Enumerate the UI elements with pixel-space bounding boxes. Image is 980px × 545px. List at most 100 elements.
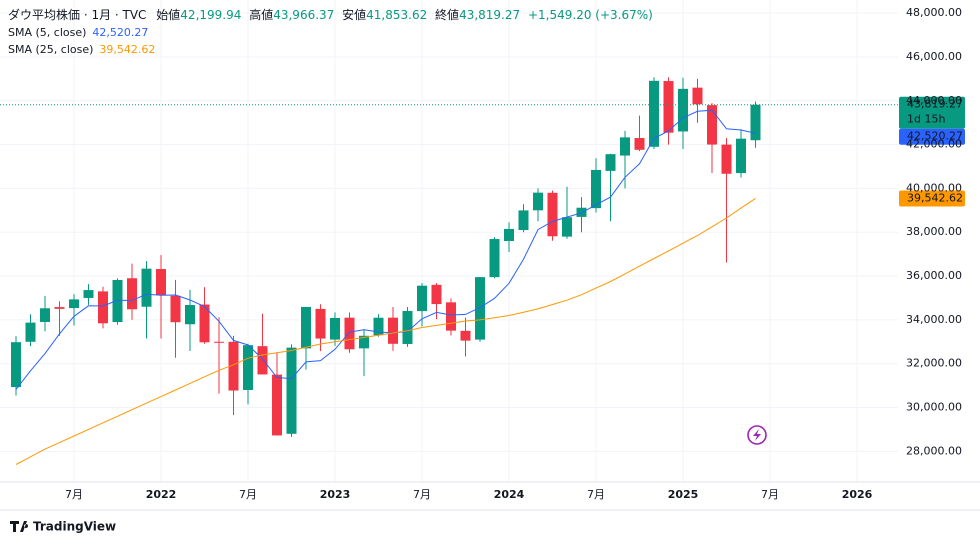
candle-body bbox=[663, 81, 674, 133]
candle-body bbox=[678, 88, 688, 132]
y-tick-label: 46,000.00 bbox=[906, 50, 962, 63]
plot bbox=[0, 77, 898, 465]
candle-body bbox=[98, 291, 108, 324]
candle-body bbox=[170, 295, 181, 323]
ohlc-value: 43,819.27 bbox=[459, 8, 520, 22]
price-tag-text: 42,520.27 bbox=[907, 130, 963, 143]
candle-body bbox=[199, 304, 210, 343]
ohlc-label: 始値 bbox=[156, 7, 180, 22]
ohlc-label: 高値 bbox=[249, 7, 273, 22]
candle-body bbox=[736, 138, 746, 174]
candle-body bbox=[272, 374, 282, 436]
candle-body bbox=[460, 330, 471, 341]
candle-body bbox=[475, 277, 485, 340]
x-tick-label: 7月 bbox=[239, 488, 257, 501]
candle-body bbox=[359, 335, 369, 349]
candle-body bbox=[127, 278, 137, 310]
candle-body bbox=[141, 268, 152, 307]
y-tick-label: 28,000.00 bbox=[906, 444, 962, 457]
candle-body bbox=[721, 144, 732, 174]
candle-body bbox=[649, 80, 659, 147]
candle-body bbox=[750, 104, 761, 141]
candle-body bbox=[330, 317, 340, 340]
candle-body bbox=[185, 305, 195, 325]
x-tick-label: 2022 bbox=[146, 488, 177, 501]
y-tick-label: 40,000.00 bbox=[906, 181, 962, 194]
y-tick-label: 48,000.00 bbox=[906, 6, 962, 19]
y-tick-label: 36,000.00 bbox=[906, 269, 962, 282]
y-tick-label: 30,000.00 bbox=[906, 401, 962, 414]
candle-body bbox=[257, 346, 268, 375]
candle-body bbox=[489, 239, 500, 278]
candle-body bbox=[83, 290, 94, 298]
x-tick-label: 2023 bbox=[320, 488, 351, 501]
brand-logo[interactable]: TradingView bbox=[10, 520, 116, 534]
candle-body bbox=[373, 317, 384, 336]
price-tag bbox=[899, 190, 965, 207]
legend-main: ダウ平均株価 · 1月 · TVC 始値42,199.94 高値43,966.3… bbox=[8, 7, 653, 22]
candle-body bbox=[591, 169, 601, 209]
price-tag-text: 43,819.27 bbox=[907, 98, 963, 111]
x-tick-label: 7月 bbox=[587, 488, 605, 501]
sma-line bbox=[15, 109, 756, 390]
alert-icon[interactable] bbox=[747, 425, 767, 445]
candle-body bbox=[692, 87, 703, 105]
candle-body bbox=[286, 347, 297, 434]
legend-name: SMA (5, close) bbox=[8, 26, 86, 39]
candle-body bbox=[243, 345, 253, 390]
candle-body bbox=[562, 217, 572, 237]
y-tick-label: 42,000.00 bbox=[906, 138, 962, 151]
price-tag bbox=[899, 128, 965, 145]
y-tick-label: 38,000.00 bbox=[906, 225, 962, 238]
ohlc-label: 終値 bbox=[435, 7, 459, 22]
candle-body bbox=[315, 308, 326, 339]
legend-sma: SMA (25, close) 39,542.62 bbox=[8, 43, 155, 56]
candle-body bbox=[156, 269, 166, 296]
price-tags: 43,819.27 1d 15h 42,520.27 39,542.62 bbox=[899, 96, 965, 207]
candle-body bbox=[504, 228, 514, 241]
candle-body bbox=[431, 284, 442, 305]
candle-body bbox=[446, 302, 456, 331]
price-tag-text: 39,542.62 bbox=[907, 191, 963, 204]
candle-body bbox=[112, 279, 123, 323]
x-tick-label: 2026 bbox=[842, 488, 873, 501]
candle-body bbox=[417, 285, 427, 312]
legend-value: 39,542.62 bbox=[99, 43, 155, 56]
candle-body bbox=[228, 341, 239, 391]
candle-body bbox=[69, 299, 79, 309]
legend-name: SMA (25, close) bbox=[8, 43, 93, 56]
candle-body bbox=[547, 192, 558, 237]
brand: TradingView bbox=[33, 520, 116, 534]
candle-body bbox=[301, 306, 311, 349]
candle-body bbox=[518, 210, 529, 231]
ohlc-value: 42,199.94 bbox=[180, 8, 241, 22]
x-tick-label: 7月 bbox=[761, 488, 779, 501]
candle-body bbox=[634, 138, 645, 150]
x-tick-label: 7月 bbox=[413, 488, 431, 501]
candle-body bbox=[707, 105, 717, 145]
ohlc-label: 安値 bbox=[342, 7, 366, 22]
change: +1,549.20 (+3.67%) bbox=[528, 8, 653, 22]
countdown: 1d 15h bbox=[907, 113, 945, 126]
candle-body bbox=[620, 137, 630, 156]
candle-body bbox=[533, 192, 543, 211]
ohlc-value: 41,853.62 bbox=[366, 8, 427, 22]
chart-title: ダウ平均株価 · 1月 · TVC bbox=[8, 7, 146, 22]
candle-body bbox=[11, 342, 21, 388]
legend-value: 42,520.27 bbox=[92, 26, 148, 39]
y-tick-label: 34,000.00 bbox=[906, 313, 962, 326]
grid bbox=[0, 0, 898, 482]
ohlc-value: 43,966.37 bbox=[273, 8, 334, 22]
y-tick-label: 32,000.00 bbox=[906, 357, 962, 370]
price-tag bbox=[899, 96, 965, 129]
candle-body bbox=[214, 341, 224, 343]
x-tick-label: 2025 bbox=[668, 488, 699, 501]
candle-body bbox=[388, 317, 398, 344]
candle-body bbox=[402, 310, 413, 344]
x-tick-label: 2024 bbox=[494, 488, 525, 501]
candle-body bbox=[344, 317, 355, 350]
candle-body bbox=[54, 307, 65, 309]
candle-body bbox=[25, 322, 36, 342]
legend-sma: SMA (5, close) 42,520.27 bbox=[8, 26, 148, 39]
